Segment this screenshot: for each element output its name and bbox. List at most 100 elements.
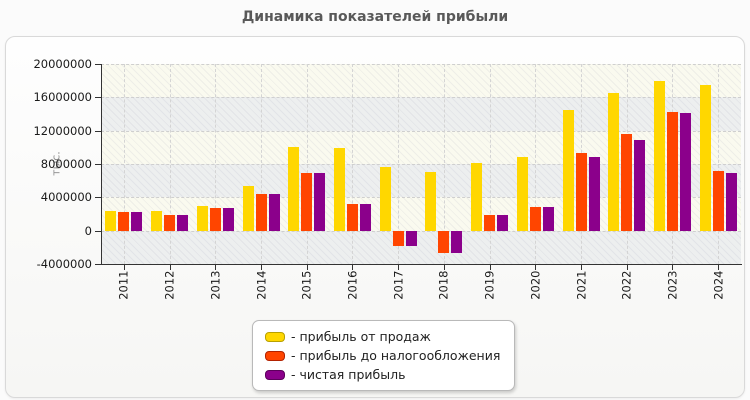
- chart-panel: тыс. 20000000 16000000 12000000 8000000 4000…: [5, 36, 745, 398]
- bar-2011-series2: [118, 212, 130, 231]
- y-axis-tick: [95, 230, 101, 232]
- horizontal-gridline: [101, 130, 741, 132]
- x-axis-tick-label: 2018: [436, 270, 451, 300]
- legend-item: - чистая прибыль: [265, 367, 500, 382]
- plot-band: [101, 230, 741, 264]
- bar-2024-series2: [712, 170, 724, 231]
- bar-2015-series3: [314, 173, 326, 231]
- plot-band: [101, 97, 741, 131]
- bar-2016-series3: [359, 204, 371, 231]
- vertical-gridline: [398, 64, 400, 264]
- horizontal-gridline: [101, 64, 741, 65]
- bar-2014-series1: [242, 185, 254, 231]
- bar-2021-series2: [575, 153, 587, 231]
- bar-2017-series3: [405, 230, 417, 246]
- vertical-gridline: [535, 64, 537, 264]
- x-axis-tick-label: 2016: [345, 270, 360, 300]
- bar-2021-series3: [588, 157, 600, 231]
- x-axis-tick-label: 2019: [482, 270, 497, 300]
- bar-2024-series3: [725, 173, 737, 231]
- y-axis-tick-label: 20000000: [33, 57, 92, 71]
- x-axis-line: [101, 264, 742, 265]
- x-axis-tick: [443, 265, 445, 270]
- bar-2011-series1: [105, 210, 117, 231]
- x-axis-tick-label: 2020: [528, 270, 543, 300]
- y-axis-tick-label: 4000000: [40, 190, 92, 205]
- y-axis-tick: [95, 97, 101, 99]
- bar-2017-series1: [379, 167, 391, 231]
- bar-2016-series2: [346, 204, 358, 231]
- legend-label: - прибыль до налогообложения: [291, 348, 501, 363]
- vertical-gridline: [443, 64, 445, 264]
- y-axis-tick-label: 8000000: [40, 157, 92, 171]
- bar-2014-series3: [268, 194, 280, 231]
- x-axis-tick-label: 2017: [391, 270, 406, 300]
- x-axis-tick-label: 2013: [208, 270, 223, 300]
- bar-2023-series2: [666, 111, 678, 231]
- y-axis-tick: [95, 130, 101, 132]
- bar-2022-series2: [621, 134, 633, 231]
- x-axis-tick: [215, 265, 217, 270]
- y-axis-tick-label: -4000000: [36, 257, 92, 271]
- bar-2021-series1: [562, 109, 574, 231]
- vertical-gridline: [169, 64, 171, 264]
- x-axis-tick-label: 2021: [574, 270, 588, 300]
- bar-2020-series2: [529, 206, 541, 231]
- x-axis-tick: [626, 265, 628, 270]
- bar-2015-series2: [301, 173, 313, 231]
- bar-2018-series2: [438, 230, 450, 254]
- chart-title: Динамика показателей прибыли: [241, 9, 509, 25]
- x-axis-tick: [261, 265, 262, 270]
- x-axis-tick-label: 2024: [711, 270, 726, 300]
- bar-2013-series1: [196, 205, 208, 231]
- vertical-gridline: [718, 64, 720, 264]
- bar-2019-series1: [471, 163, 483, 231]
- bar-2020-series3: [542, 206, 554, 231]
- legend-swatch: [265, 350, 285, 361]
- horizontal-gridline: [101, 230, 741, 232]
- y-axis-tick-label: 0: [84, 223, 92, 238]
- vertical-gridline: [352, 64, 354, 264]
- x-axis-tick-label: 2023: [665, 270, 680, 300]
- bar-2014-series2: [255, 194, 267, 231]
- y-axis-tick: [95, 264, 101, 265]
- bar-2016-series1: [333, 148, 345, 231]
- legend-item: - прибыль от продаж: [265, 329, 500, 344]
- vertical-gridline: [261, 64, 262, 264]
- bar-2019-series2: [484, 215, 496, 231]
- vertical-gridline: [215, 64, 217, 264]
- bar-2018-series3: [451, 230, 463, 254]
- bar-2017-series2: [392, 230, 404, 246]
- legend-swatch: [265, 369, 285, 380]
- bar-2013-series3: [222, 208, 234, 231]
- horizontal-gridline: [101, 197, 741, 199]
- horizontal-gridline: [101, 164, 741, 165]
- x-axis-tick-label: 2011: [116, 270, 131, 300]
- y-axis-tick: [95, 164, 101, 165]
- x-axis-tick-label: 2022: [619, 270, 634, 300]
- legend-item: - прибыль до налогообложения: [265, 348, 500, 363]
- bar-2024-series1: [699, 84, 711, 231]
- bar-2012-series2: [164, 215, 176, 231]
- x-axis-tick: [398, 265, 400, 270]
- vertical-gridline: [306, 64, 308, 264]
- bar-2012-series1: [151, 210, 163, 231]
- x-axis-tick: [489, 265, 491, 270]
- vertical-gridline: [123, 64, 125, 264]
- x-axis-tick: [352, 265, 354, 270]
- x-axis-tick-label: 2012: [162, 270, 177, 300]
- legend-swatch: [265, 331, 285, 342]
- x-axis-tick: [169, 265, 171, 270]
- bar-2023-series3: [679, 113, 691, 231]
- x-axis-tick: [581, 265, 582, 270]
- x-axis-tick-label: 2015: [299, 270, 314, 300]
- legend: - прибыль от продаж - прибыль до налогооб…: [252, 320, 516, 391]
- x-axis-tick: [672, 265, 674, 270]
- x-axis-tick-label: 2014: [254, 270, 268, 300]
- y-axis-tick: [95, 64, 101, 65]
- plot-area: [101, 64, 741, 264]
- legend-label: - чистая прибыль: [291, 367, 406, 382]
- y-axis-tick: [95, 197, 101, 199]
- bar-2015-series1: [288, 147, 300, 231]
- bar-2020-series1: [516, 156, 528, 231]
